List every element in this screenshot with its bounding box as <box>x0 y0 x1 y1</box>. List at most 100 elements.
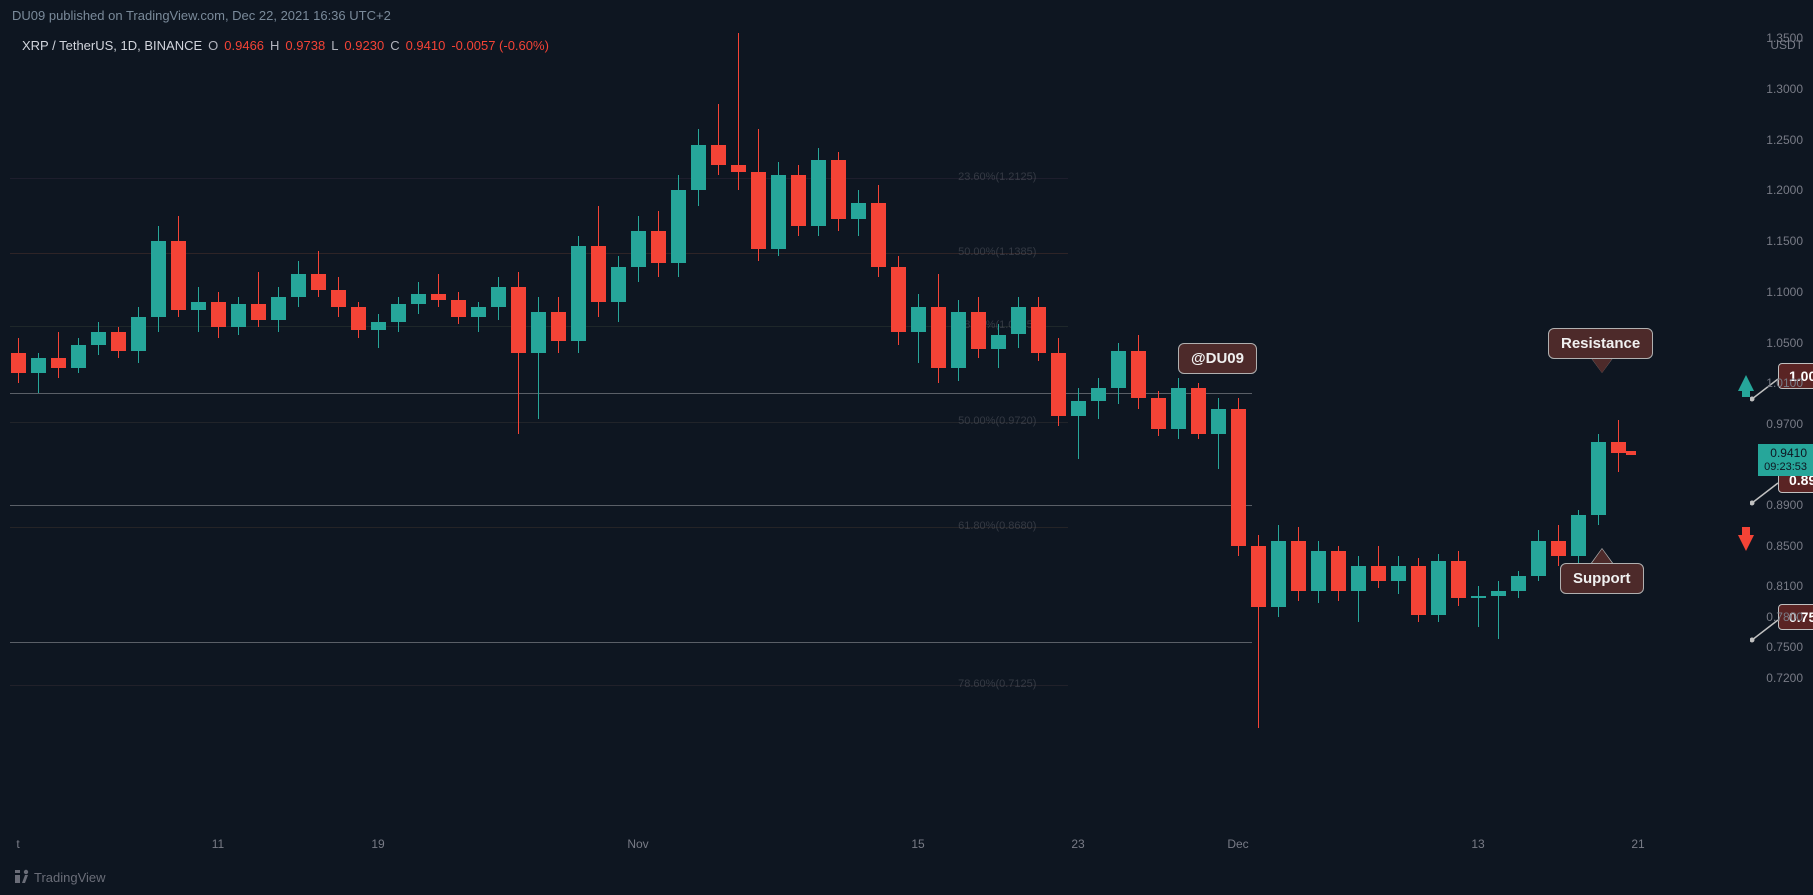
candle-body[interactable] <box>1331 551 1346 592</box>
candle-body[interactable] <box>111 332 126 350</box>
price-axis[interactable]: USDT 1.35001.30001.25001.20001.15001.100… <box>1743 28 1813 708</box>
candle-wick <box>438 274 439 307</box>
candle-body[interactable] <box>1231 409 1246 546</box>
price-chart-plot[interactable]: 50.00%(1.1385)23.60%(1.2125)38.20%(1.066… <box>10 28 1480 708</box>
candle-body[interactable] <box>1591 442 1606 515</box>
candle-body[interactable] <box>911 307 926 332</box>
candle-body[interactable] <box>571 246 586 340</box>
candle-body[interactable] <box>391 304 406 322</box>
candle-body[interactable] <box>211 302 226 327</box>
candle-body[interactable] <box>1571 515 1586 556</box>
candle-body[interactable] <box>1131 351 1146 399</box>
candle-body[interactable] <box>931 307 946 368</box>
candle-body[interactable] <box>1271 541 1286 607</box>
candle-body[interactable] <box>891 267 906 333</box>
candle-body[interactable] <box>751 172 766 249</box>
candle-body[interactable] <box>251 304 266 320</box>
candle-body[interactable] <box>951 312 966 368</box>
candle-body[interactable] <box>151 241 166 317</box>
tradingview-logo-icon <box>14 869 30 885</box>
horizontal-level-line[interactable] <box>10 642 1252 643</box>
candle-body[interactable] <box>131 317 146 350</box>
fib-level-line[interactable] <box>10 253 1068 254</box>
candle-body[interactable] <box>1191 388 1206 434</box>
candle-body[interactable] <box>1311 551 1326 592</box>
candle-body[interactable] <box>1071 401 1086 415</box>
candle-body[interactable] <box>611 267 626 303</box>
candle-body[interactable] <box>91 332 106 344</box>
candle-body[interactable] <box>491 287 506 307</box>
candle-body[interactable] <box>1251 546 1266 607</box>
x-axis-tick: 15 <box>911 837 924 851</box>
candle-body[interactable] <box>1431 561 1446 615</box>
candle-body[interactable] <box>1391 566 1406 581</box>
candle-body[interactable] <box>271 297 286 320</box>
candle-body[interactable] <box>871 203 886 267</box>
support-callout[interactable]: Support <box>1560 563 1644 594</box>
candle-body[interactable] <box>371 322 386 330</box>
candle-body[interactable] <box>691 145 706 191</box>
candle-body[interactable] <box>11 353 26 373</box>
horizontal-level-line[interactable] <box>10 505 1252 506</box>
candle-body[interactable] <box>531 312 546 353</box>
candle-body[interactable] <box>1511 576 1526 591</box>
candle-body[interactable] <box>1611 442 1626 453</box>
candle-body[interactable] <box>311 274 326 290</box>
candle-body[interactable] <box>291 274 306 297</box>
candle-body[interactable] <box>191 302 206 310</box>
fib-level-line[interactable] <box>10 422 1068 423</box>
candle-body[interactable] <box>1091 388 1106 401</box>
candle-body[interactable] <box>71 345 86 368</box>
candle-body[interactable] <box>1551 541 1566 556</box>
candle-body[interactable] <box>1211 409 1226 434</box>
fib-level-line[interactable] <box>10 527 1068 528</box>
horizontal-level-line[interactable] <box>10 393 1252 394</box>
fib-level-line[interactable] <box>10 178 1068 179</box>
candle-body[interactable] <box>231 304 246 327</box>
candle-body[interactable] <box>331 290 346 307</box>
resistance-callout[interactable]: Resistance <box>1548 328 1653 359</box>
candle-body[interactable] <box>1151 398 1166 428</box>
candle-body[interactable] <box>851 203 866 219</box>
candle-body[interactable] <box>51 358 66 368</box>
candle-body[interactable] <box>1011 307 1026 334</box>
candle-body[interactable] <box>431 294 446 300</box>
candle-body[interactable] <box>651 231 666 263</box>
candle-body[interactable] <box>591 246 606 302</box>
candle-body[interactable] <box>451 300 466 317</box>
candle-body[interactable] <box>1531 541 1546 577</box>
candle-body[interactable] <box>1111 351 1126 389</box>
candle-body[interactable] <box>711 145 726 165</box>
candle-body[interactable] <box>411 294 426 304</box>
y-axis-tick: 0.7500 <box>1766 640 1803 654</box>
candle-body[interactable] <box>771 175 786 249</box>
candle-body[interactable] <box>1171 388 1186 429</box>
candle-body[interactable] <box>1031 307 1046 353</box>
fib-level-line[interactable] <box>10 685 1068 686</box>
candle-body[interactable] <box>1351 566 1366 591</box>
candle-body[interactable] <box>551 312 566 340</box>
candle-body[interactable] <box>511 287 526 353</box>
candle-body[interactable] <box>971 312 986 349</box>
candle-body[interactable] <box>31 358 46 373</box>
candle-body[interactable] <box>471 307 486 317</box>
candle-body[interactable] <box>791 175 806 226</box>
candle-body[interactable] <box>731 165 746 172</box>
candle-body[interactable] <box>1291 541 1306 592</box>
candle-body[interactable] <box>831 160 846 219</box>
chart-container: DU09 published on TradingView.com, Dec 2… <box>0 0 1813 895</box>
candle-body[interactable] <box>1051 353 1066 416</box>
candle-body[interactable] <box>1451 561 1466 599</box>
candle-body[interactable] <box>351 307 366 330</box>
candle-body[interactable] <box>1471 596 1486 598</box>
candle-body[interactable] <box>1411 566 1426 615</box>
candle-body[interactable] <box>1491 591 1506 596</box>
x-axis-tick: 21 <box>1631 837 1644 851</box>
candle-body[interactable] <box>171 241 186 310</box>
candle-body[interactable] <box>671 190 686 263</box>
time-axis[interactable]: t1119Nov1523Dec1321202210 <box>10 837 1480 857</box>
candle-body[interactable] <box>991 335 1006 349</box>
candle-body[interactable] <box>811 160 826 226</box>
candle-body[interactable] <box>631 231 646 267</box>
candle-body[interactable] <box>1371 566 1386 581</box>
